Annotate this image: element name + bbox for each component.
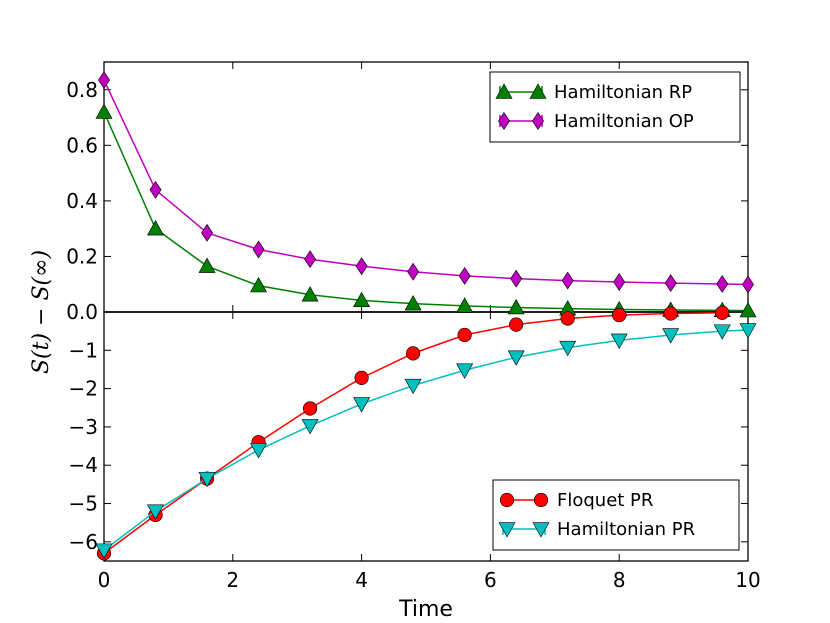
- top-legend: Hamiltonian RP Hamiltonian OP: [489, 71, 741, 143]
- data-point-hamiltonian-rp: [507, 298, 525, 315]
- data-point-hamiltonian-op: [716, 275, 729, 293]
- x-tick-labels: 0 2 4 6 8 10: [98, 568, 761, 592]
- legend-box: [489, 71, 741, 143]
- series-line-hamiltonian-rp: [103, 111, 749, 312]
- bottom-y-tick-label: −3: [69, 415, 98, 439]
- top-y-ticks: 0.0 0.2 0.4 0.6 0.8: [66, 78, 748, 324]
- data-point-hamiltonian-pr: [610, 333, 628, 349]
- top-y-tick-label: 0.8: [66, 78, 98, 102]
- legend-marker-hamiltonian-rp: [495, 83, 513, 99]
- bottom-y-tick-label: −4: [69, 453, 98, 477]
- data-point-hamiltonian-rp: [739, 301, 757, 318]
- data-point-hamiltonian-rp: [250, 276, 268, 293]
- data-point-hamiltonian-pr: [95, 543, 113, 559]
- legend-marker-hamiltonian-op: [532, 112, 544, 130]
- series-line-hamiltonian-pr: [103, 329, 749, 551]
- data-point-floquet-pr: [663, 306, 678, 321]
- data-point-hamiltonian-op: [252, 240, 265, 259]
- legend-label-hamiltonian-pr: Hamiltonian PR: [557, 519, 695, 540]
- legend-marker-hamiltonian-op: [498, 112, 510, 130]
- data-point-floquet-pr: [560, 311, 575, 326]
- data-point-hamiltonian-pr: [456, 363, 474, 379]
- y-axis-label: S(t) − S(∞): [29, 250, 54, 374]
- legend-box: [492, 479, 740, 551]
- data-point-hamiltonian-pr: [559, 340, 577, 357]
- data-point-hamiltonian-op: [458, 266, 471, 285]
- data-point-hamiltonian-op: [613, 273, 626, 291]
- legend-label-floquet-pr: Floquet PR: [557, 490, 653, 511]
- data-point-floquet-pr: [354, 370, 369, 385]
- bottom-y-tick-label: −6: [69, 530, 98, 554]
- data-point-hamiltonian-rp: [147, 220, 165, 236]
- data-point-hamiltonian-op: [742, 275, 754, 294]
- data-point-hamiltonian-op: [304, 250, 317, 269]
- x-tick-label: 0: [98, 568, 111, 592]
- data-point-hamiltonian-op: [664, 274, 677, 293]
- data-point-hamiltonian-pr: [713, 324, 731, 340]
- series-line-hamiltonian-op: [103, 79, 749, 286]
- data-point-floquet-pr: [612, 307, 627, 323]
- data-point-hamiltonian-op: [407, 262, 420, 281]
- data-point-floquet-pr: [509, 317, 524, 332]
- legend-label-hamiltonian-rp: Hamiltonian RP: [554, 82, 692, 103]
- x-tick-label: 10: [735, 568, 760, 592]
- data-point-hamiltonian-rp: [353, 291, 371, 308]
- legend-label-hamiltonian-op: Hamiltonian OP: [554, 111, 694, 132]
- data-point-floquet-pr: [715, 305, 730, 320]
- bottom-y-tick-label: −5: [69, 492, 98, 516]
- top-y-tick-label: 0.2: [66, 244, 98, 268]
- legend-marker-hamiltonian-rp: [529, 83, 547, 99]
- x-axis-label: Time: [398, 597, 453, 622]
- top-y-tick-label: 0.0: [66, 300, 98, 324]
- x-tick-label: 4: [355, 568, 368, 592]
- bottom-legend: Floquet PR Hamiltonian PR: [492, 479, 740, 551]
- data-point-hamiltonian-op: [201, 223, 214, 242]
- top-series: [95, 71, 757, 318]
- bottom-series: [95, 305, 757, 561]
- data-point-hamiltonian-rp: [404, 295, 422, 311]
- data-point-hamiltonian-rp: [95, 103, 113, 119]
- data-point-hamiltonian-op: [510, 269, 523, 288]
- data-point-hamiltonian-pr: [662, 328, 680, 344]
- bottom-y-tick-label: −2: [69, 377, 98, 401]
- x-tick-label: 8: [613, 568, 626, 592]
- legend-marker-hamiltonian-pr: [532, 522, 550, 538]
- data-point-floquet-pr: [457, 327, 472, 343]
- data-point-hamiltonian-pr: [301, 419, 319, 435]
- data-point-floquet-pr: [302, 401, 318, 416]
- data-point-hamiltonian-rp: [198, 257, 216, 273]
- top-y-tick-label: 0.6: [66, 133, 98, 157]
- bottom-y-tick-label: −1: [69, 338, 98, 362]
- data-point-hamiltonian-rp: [456, 297, 474, 313]
- data-point-hamiltonian-pr: [739, 323, 757, 339]
- data-point-hamiltonian-pr: [198, 471, 216, 488]
- legend-marker-hamiltonian-pr: [498, 522, 516, 538]
- data-point-hamiltonian-op: [98, 71, 110, 89]
- x-tick-label: 6: [484, 568, 497, 592]
- legend-marker-floquet-pr: [499, 492, 515, 508]
- data-point-hamiltonian-pr: [507, 350, 525, 366]
- data-point-hamiltonian-pr: [404, 378, 422, 395]
- data-point-hamiltonian-rp: [301, 286, 319, 302]
- data-point-hamiltonian-op: [149, 180, 162, 199]
- data-point-hamiltonian-op: [355, 257, 368, 276]
- data-point-floquet-pr: [406, 346, 421, 361]
- top-y-tick-label: 0.4: [66, 189, 98, 213]
- data-point-hamiltonian-pr: [147, 504, 165, 520]
- data-point-hamiltonian-op: [561, 271, 574, 290]
- legend-marker-floquet-pr: [533, 492, 549, 508]
- bottom-y-ticks: −1 −2 −3 −4 −5 −6: [69, 338, 748, 554]
- data-point-hamiltonian-pr: [250, 443, 268, 459]
- x-tick-label: 2: [226, 568, 239, 592]
- data-point-hamiltonian-pr: [353, 397, 371, 413]
